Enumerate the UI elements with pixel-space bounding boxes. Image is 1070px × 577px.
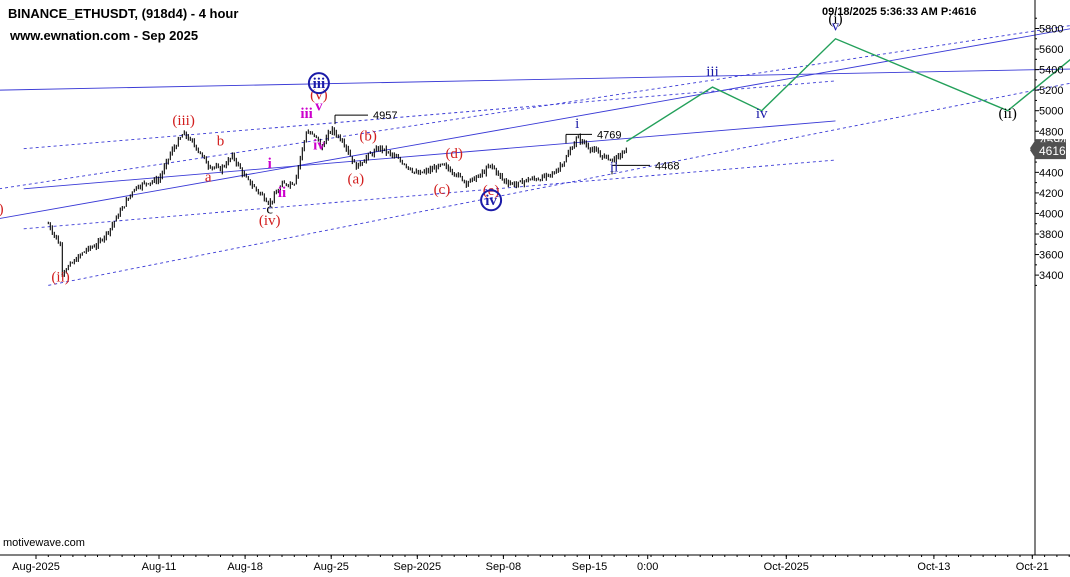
wave-label: c [266,201,273,217]
wave-label: b [217,134,225,150]
level-label-4468: 4468 [655,160,679,172]
wave-label: (c) [434,182,451,198]
watermark: motivewave.com [3,537,85,549]
wave-label: (iii) [172,113,195,129]
wave-label: iv [485,193,497,209]
x-tick-label: 0:00 [637,561,658,573]
wave-label-circle [480,189,503,212]
x-tick-label: Aug-2025 [12,561,60,573]
wave-label: ii [610,159,618,175]
y-tick-label: 5000 [1039,106,1063,118]
x-tick-label: Aug-11 [142,561,177,573]
wave-label: a [205,170,212,186]
level-label-4769: 4769 [597,129,621,141]
wave-label: iv [313,138,325,154]
wave-label: v [315,99,323,115]
y-tick-label: 5400 [1039,65,1063,77]
y-tick-label: 3600 [1039,250,1063,262]
wave-label: v [832,19,840,35]
channel-line-dashed [0,25,1070,190]
x-tick-label: Aug-18 [227,561,262,573]
wave-label: i) [0,201,4,217]
y-tick-label: 4400 [1039,167,1063,179]
channel-line-dashed [23,80,836,150]
wave-label: (ii) [51,269,69,285]
channel-line-dashed [23,159,836,230]
chart-title: BINANCE_ETHUSDT, (918d4) - 4 hour [8,6,239,21]
trend-line [0,28,1070,219]
y-tick-label: 5200 [1039,85,1063,97]
wave-label: (a) [347,172,364,188]
x-tick-label: Sep-08 [486,561,521,573]
wave-label: iii [300,106,313,122]
x-tick-label: Oct-21 [1016,561,1049,573]
wave-label: (d) [445,146,463,162]
x-tick-label: Oct-13 [917,561,950,573]
trend-line [0,68,1070,91]
channel-line-dashed [48,82,1070,286]
y-tick-label: 3400 [1039,270,1063,282]
wave-label: (iv) [259,213,281,229]
wave-label: iii [706,64,719,80]
y-tick-label: 4000 [1039,208,1063,220]
wave-label: ii [278,185,286,201]
timestamp-readout: 09/18/2025 5:36:33 AM P:4616 [822,6,977,18]
y-tick-label: 4800 [1039,126,1063,138]
chart-subtitle: www.ewnation.com - Sep 2025 [10,28,199,43]
wave-label: iv [756,106,768,122]
trend-line [23,120,836,190]
x-tick-label: Oct-2025 [764,561,809,573]
y-tick-label: 4200 [1039,188,1063,200]
wave-label: iii [313,76,326,92]
wave-label: (b) [359,128,377,144]
x-tick-label: Aug-25 [313,561,348,573]
x-tick-label: Sep-2025 [393,561,441,573]
wave-label-circle [307,72,330,95]
wave-label: (ii) [999,106,1017,122]
level-label-4957: 4957 [373,110,397,122]
wave-label: i [268,156,272,172]
current-price-label: 4616 [1039,144,1066,158]
wave-label: i [575,116,579,132]
price-badge-front [1030,142,1066,160]
projection-path [626,37,1070,143]
y-tick-label: 5600 [1039,44,1063,56]
y-tick-label: 5800 [1039,24,1063,36]
y-tick-label: 3800 [1039,229,1063,241]
x-tick-label: Sep-15 [572,561,607,573]
wave-label: (i) [828,11,842,27]
